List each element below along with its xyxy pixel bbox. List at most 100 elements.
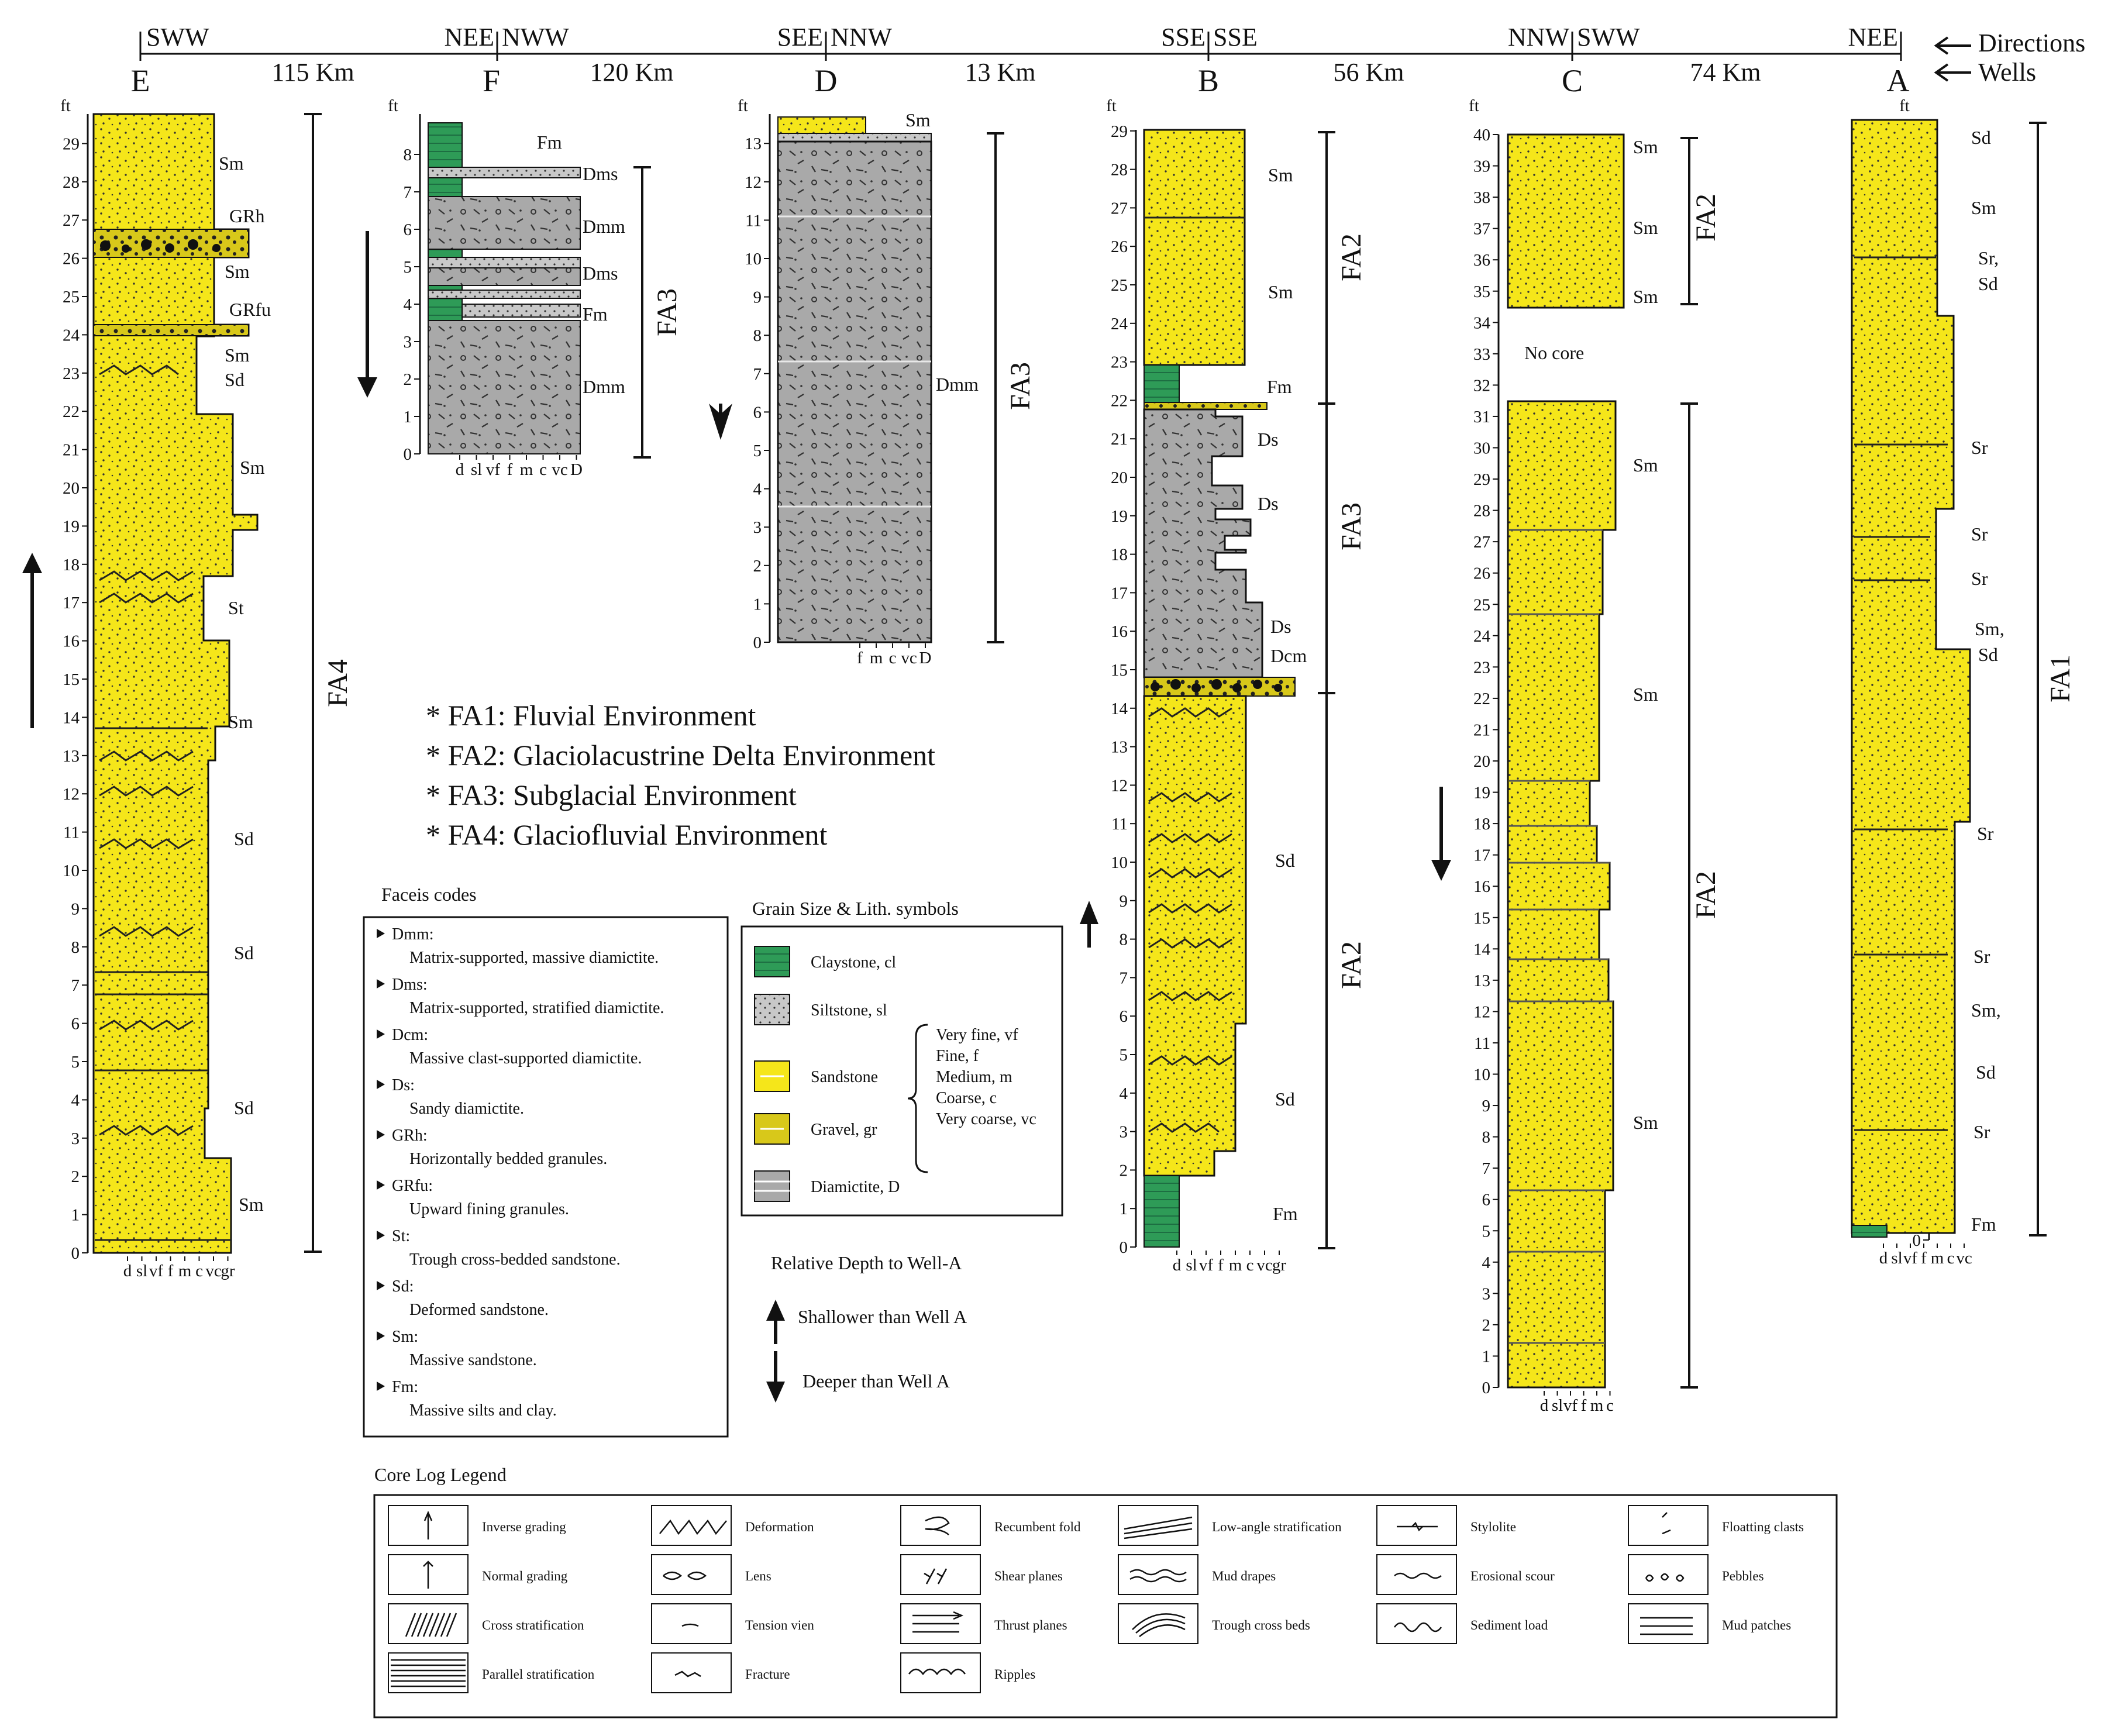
grain-swatch-diamictite: Diamictite, D bbox=[754, 1170, 900, 1202]
grain-tick-label: vf bbox=[1199, 1256, 1214, 1275]
dir-label-1: NEE bbox=[444, 23, 494, 51]
grain-tick-label: sl bbox=[1186, 1256, 1197, 1275]
depth-tick-label: 40 bbox=[1473, 126, 1490, 144]
depth-ticks-e: 0123456789101112131415161718192021222324… bbox=[63, 135, 88, 1263]
depth-tick-label: 0 bbox=[1913, 1231, 1921, 1250]
bullet-icon bbox=[377, 1180, 385, 1190]
core-legend-items: Inverse grading Normal grading Cross strat… bbox=[388, 1505, 1804, 1693]
grain-tick-label: sl bbox=[136, 1262, 147, 1280]
depth-tick-label: 1 bbox=[1482, 1347, 1491, 1366]
facies-e-4: Sm bbox=[225, 345, 250, 366]
grain-label-3: Gravel, gr bbox=[811, 1121, 877, 1139]
depth-tick-label: 7 bbox=[71, 976, 80, 995]
fa-label-b-2: FA2 bbox=[1336, 941, 1367, 989]
depth-tick-label: 2 bbox=[71, 1167, 80, 1186]
legend-symbol-icon bbox=[423, 1510, 433, 1539]
dir-label-6: SSE bbox=[1213, 23, 1258, 51]
facies-c-2: Sm bbox=[1633, 286, 1658, 307]
depth-tick-label: 22 bbox=[1473, 690, 1490, 708]
depth-tick-label: 17 bbox=[1111, 584, 1128, 602]
depth-tick-label: 0 bbox=[753, 633, 762, 652]
facies-c-1: Sm bbox=[1633, 217, 1658, 238]
legend-symbol-icon bbox=[1132, 1613, 1186, 1637]
depth-tick-label: 10 bbox=[1111, 853, 1128, 872]
depth-tick-label: 12 bbox=[1473, 1003, 1490, 1021]
environment-list: * FA1: Fluvial Environment * FA2: Glacio… bbox=[426, 699, 935, 851]
depth-tick-label: 2 bbox=[1120, 1161, 1128, 1180]
depth-tick-label: 22 bbox=[63, 402, 80, 421]
depth-tick-label: 15 bbox=[1111, 661, 1128, 680]
grain-label-1: Siltstone, sl bbox=[811, 1001, 887, 1019]
legend-symbol-label: Recumbent fold bbox=[994, 1520, 1081, 1534]
grain-tick-label: gr bbox=[1272, 1256, 1287, 1275]
facies-desc: Horizontally bedded granules. bbox=[409, 1150, 607, 1168]
facies-f-0: Fm bbox=[537, 132, 562, 153]
bullet-icon bbox=[377, 1331, 385, 1341]
depth-unit-c: ft bbox=[1469, 97, 1479, 115]
fa-label-b-0: FA2 bbox=[1336, 233, 1367, 281]
fa-label-c-1: FA2 bbox=[1690, 871, 1721, 919]
bullet-icon bbox=[377, 1231, 385, 1240]
grain-swatch-claystone: Claystone, cl bbox=[754, 946, 896, 977]
facies-b-1: Sm bbox=[1268, 281, 1293, 302]
grain-tick-label: d bbox=[1173, 1256, 1182, 1275]
grain-tick-label: c bbox=[195, 1262, 203, 1280]
depth-tick-label: 13 bbox=[1111, 738, 1128, 757]
depth-tick-label: 12 bbox=[745, 173, 762, 192]
legend-symbol-label: Shear planes bbox=[994, 1569, 1063, 1583]
facies-e-1: GRh bbox=[229, 205, 264, 226]
grain-label-4: Diamictite, D bbox=[811, 1178, 900, 1196]
legend-symbol-box bbox=[651, 1652, 732, 1693]
facies-d-1: Dmm bbox=[936, 374, 979, 395]
dir-label-4: NNW bbox=[831, 23, 893, 51]
depth-tick-label: 26 bbox=[1111, 237, 1128, 256]
bullet-icon bbox=[377, 1080, 385, 1089]
header-bar: SWW NEE NWW SEE NNW SSE SSE NNW SWW NEE … bbox=[131, 23, 2086, 98]
depth-tick-label: 26 bbox=[1473, 564, 1490, 583]
wells-label: Wells bbox=[1978, 58, 2036, 87]
facies-e-10: Sd bbox=[234, 942, 254, 963]
facies-a-6: Sr bbox=[1971, 568, 1988, 589]
legend-symbol-icon bbox=[1640, 1617, 1693, 1635]
facies-code: Ds: bbox=[392, 1076, 415, 1094]
grain-tick-label: c bbox=[1947, 1249, 1955, 1267]
environment-2: * FA3: Subglacial Environment bbox=[426, 779, 797, 811]
facies-b-3: Ds bbox=[1258, 429, 1279, 450]
environment-1: * FA2: Glaciolacustrine Delta Environmen… bbox=[426, 739, 935, 771]
depth-tick-label: 9 bbox=[1482, 1097, 1491, 1115]
grain-tick-label: f bbox=[1581, 1396, 1587, 1415]
grain-tick-label: D bbox=[919, 649, 932, 667]
depth-tick-label: 15 bbox=[1473, 909, 1490, 928]
depth-tick-label: 24 bbox=[63, 326, 80, 345]
grain-tick-label: f bbox=[1218, 1256, 1224, 1275]
facies-desc: Trough cross-bedded sandstone. bbox=[409, 1251, 621, 1269]
facies-code: Dms: bbox=[392, 976, 428, 994]
legend-symbol-icon bbox=[391, 1659, 466, 1687]
deformation-marks-b bbox=[1144, 216, 1245, 1133]
depth-tick-label: 2 bbox=[1482, 1316, 1491, 1335]
depth-tick-label: 25 bbox=[63, 288, 80, 306]
grain-tick-label: vc bbox=[205, 1262, 221, 1280]
legend-symbol-label: Fracture bbox=[745, 1667, 790, 1682]
depth-tick-label: 10 bbox=[745, 250, 762, 268]
sand-size-4: Very coarse, vc bbox=[936, 1110, 1036, 1128]
grain-axis-d: f m c vc D bbox=[857, 643, 931, 667]
legend-symbol-icon bbox=[663, 1571, 707, 1580]
sand-size-3: Coarse, c bbox=[936, 1089, 997, 1107]
depth-tick-label: 36 bbox=[1473, 251, 1490, 270]
facies-c-0: Sm bbox=[1633, 136, 1658, 157]
legend-symbol-label: Erosional scour bbox=[1470, 1569, 1555, 1583]
depth-tick-label: 27 bbox=[63, 211, 80, 230]
depth-tick-label: 27 bbox=[1473, 533, 1490, 552]
grain-tick-label: m bbox=[870, 649, 883, 667]
facies-e-11: Sd bbox=[234, 1097, 254, 1118]
depth-tick-label: 5 bbox=[1120, 1046, 1128, 1065]
depth-tick-label: 18 bbox=[63, 556, 80, 574]
facies-code-list: Dmm: Matrix-supported, massive diamictite… bbox=[377, 925, 664, 1420]
legend-symbol-box bbox=[900, 1652, 981, 1693]
facies-e-9: Sd bbox=[234, 828, 254, 849]
facies-a-3: Sd bbox=[1978, 273, 1998, 294]
legend-symbol-icon bbox=[925, 1516, 950, 1535]
legend-symbol-label: Trough cross beds bbox=[1212, 1618, 1310, 1632]
